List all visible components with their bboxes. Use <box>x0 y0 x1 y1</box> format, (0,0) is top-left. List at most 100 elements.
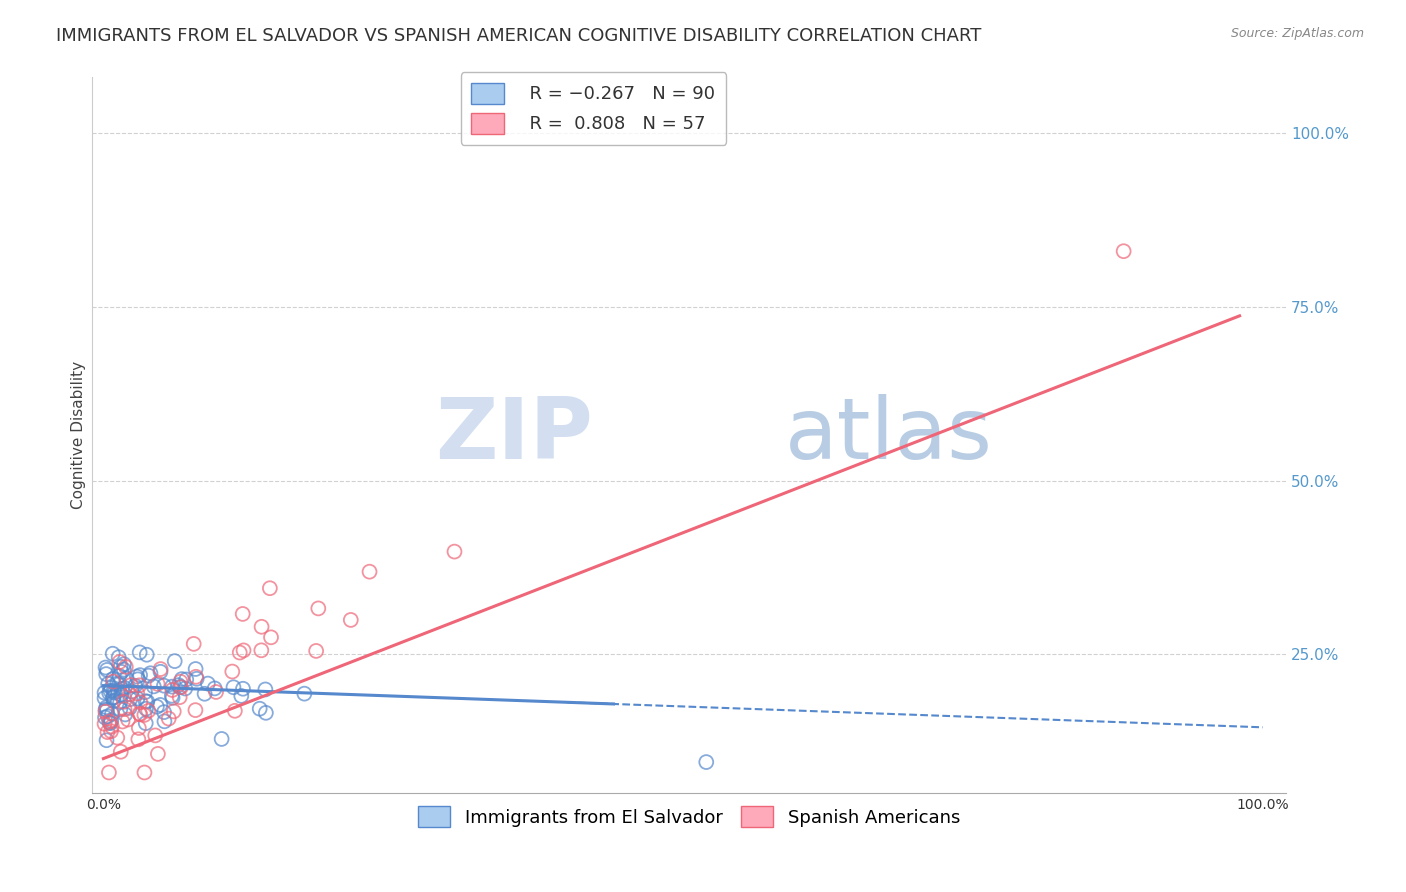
Point <box>1112 244 1135 259</box>
Point <box>135 716 157 731</box>
Point <box>108 655 131 669</box>
Point <box>153 705 176 719</box>
Point <box>129 695 152 709</box>
Point <box>110 688 132 702</box>
Point <box>118 687 141 701</box>
Point <box>169 680 191 694</box>
Point <box>128 721 150 735</box>
Point <box>101 706 124 721</box>
Point <box>103 685 125 699</box>
Point <box>96 733 118 747</box>
Point <box>167 678 190 692</box>
Point <box>250 620 273 634</box>
Point <box>100 724 122 739</box>
Point <box>186 672 208 686</box>
Point <box>98 686 121 700</box>
Point <box>117 713 139 727</box>
Point <box>160 689 183 703</box>
Point <box>134 765 156 780</box>
Point <box>183 637 205 651</box>
Point <box>254 682 277 697</box>
Point <box>163 705 186 719</box>
Legend: Immigrants from El Salvador, Spanish Americans: Immigrants from El Salvador, Spanish Ame… <box>411 799 967 834</box>
Point <box>120 678 142 692</box>
Text: atlas: atlas <box>785 394 993 477</box>
Point <box>107 684 129 698</box>
Text: ZIP: ZIP <box>436 394 593 477</box>
Point <box>149 698 172 712</box>
Point <box>170 672 193 686</box>
Point <box>103 674 125 689</box>
Point <box>125 670 148 684</box>
Point <box>443 544 465 558</box>
Point <box>134 685 156 699</box>
Point <box>229 646 252 660</box>
Point <box>259 581 281 595</box>
Point <box>221 665 243 679</box>
Point <box>162 683 184 698</box>
Point <box>103 683 125 698</box>
Point <box>340 613 363 627</box>
Point <box>97 709 120 723</box>
Point <box>112 657 135 672</box>
Point <box>153 679 176 693</box>
Point <box>96 725 118 739</box>
Point <box>101 672 124 686</box>
Point <box>232 681 254 696</box>
Point <box>211 731 233 746</box>
Point <box>100 714 122 728</box>
Point <box>127 732 149 747</box>
Point <box>129 668 152 682</box>
Point <box>160 680 183 694</box>
Point <box>114 681 136 695</box>
Point <box>170 680 193 694</box>
Point <box>184 662 207 676</box>
Point <box>103 690 125 705</box>
Point <box>118 701 141 715</box>
Point <box>143 728 166 742</box>
Point <box>94 660 117 674</box>
Point <box>93 686 115 700</box>
Point <box>121 684 143 698</box>
Point <box>135 702 157 716</box>
Point <box>120 692 142 706</box>
Point <box>139 666 162 681</box>
Point <box>169 690 191 705</box>
Point <box>124 679 146 693</box>
Point <box>136 704 159 718</box>
Point <box>97 765 120 780</box>
Point <box>128 678 150 692</box>
Point <box>134 707 156 722</box>
Point <box>254 706 277 720</box>
Point <box>105 731 128 745</box>
Point <box>129 707 152 722</box>
Point <box>184 670 207 684</box>
Point <box>114 660 136 674</box>
Point <box>98 683 121 698</box>
Point <box>96 663 118 677</box>
Point <box>197 676 219 690</box>
Point <box>194 687 217 701</box>
Point <box>142 680 165 694</box>
Point <box>127 686 149 700</box>
Point <box>100 681 122 695</box>
Point <box>231 689 253 703</box>
Point <box>111 665 134 679</box>
Point <box>163 654 186 668</box>
Point <box>96 700 118 714</box>
Point <box>108 677 131 691</box>
Point <box>305 644 328 658</box>
Point <box>110 745 132 759</box>
Point <box>136 695 159 709</box>
Point <box>111 714 134 729</box>
Point <box>162 690 184 705</box>
Point <box>107 650 129 665</box>
Point <box>128 645 150 659</box>
Point <box>108 669 131 683</box>
Point <box>169 674 191 689</box>
Point <box>114 707 136 722</box>
Point <box>222 680 245 694</box>
Point <box>97 676 120 690</box>
Point <box>101 647 124 661</box>
Point <box>127 691 149 706</box>
